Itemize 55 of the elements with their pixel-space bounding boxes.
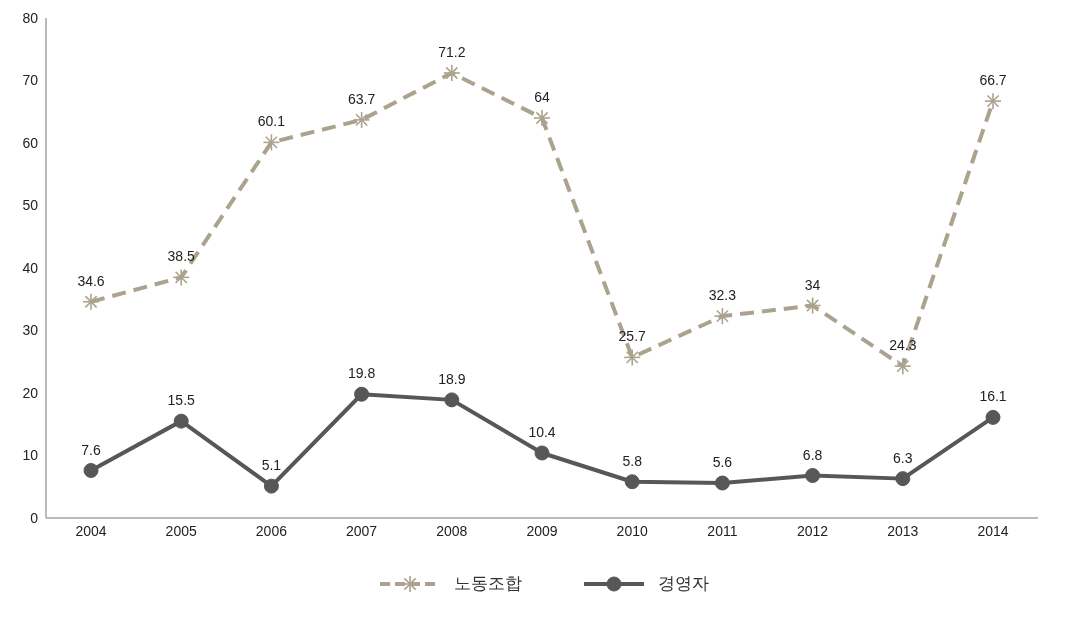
data-label: 5.8 (622, 452, 643, 469)
data-label: 63.7 (347, 90, 376, 107)
data-label: 16.1 (979, 388, 1007, 405)
data-label: 6.3 (893, 449, 913, 466)
x-tick-label: 2012 (797, 522, 829, 539)
y-tick-label: 50 (22, 197, 39, 214)
point (444, 392, 460, 408)
data-label: 66.7 (979, 72, 1007, 89)
point (534, 445, 550, 461)
data-label: 32.3 (708, 287, 737, 304)
y-tick-label: 30 (22, 322, 39, 339)
data-label: 6.8 (802, 446, 823, 463)
x-tick-label: 2007 (346, 522, 378, 539)
x-tick-label: 2006 (255, 522, 288, 539)
y-tick-label: 20 (22, 384, 39, 401)
point (985, 409, 1001, 425)
y-tick-label: 70 (22, 72, 39, 89)
y-tick-label: 60 (22, 134, 39, 151)
data-label: 25.7 (618, 328, 647, 345)
data-label: 64 (534, 89, 550, 105)
data-label: 34 (804, 276, 821, 293)
data-label: 71.2 (438, 44, 466, 60)
point (354, 386, 370, 402)
data-label: 7.6 (81, 441, 101, 458)
y-tick-label: 0 (30, 509, 39, 526)
data-label: 34.6 (77, 272, 105, 289)
x-tick-label: 2005 (165, 522, 197, 539)
point (714, 475, 730, 491)
x-tick-label: 2010 (616, 522, 648, 539)
x-tick-label: 2011 (707, 522, 738, 539)
x-tick-label: 2004 (75, 522, 107, 539)
x-tick-label: 2013 (887, 522, 919, 539)
y-tick-label: 80 (22, 9, 39, 26)
y-tick-label: 40 (22, 259, 39, 276)
point (263, 478, 279, 494)
legend-label: 노동조합 (453, 573, 522, 595)
point (895, 471, 911, 487)
point (805, 468, 821, 483)
x-tick-label: 2014 (977, 522, 1009, 539)
x-tick-label: 2009 (526, 522, 558, 539)
data-label: 5.1 (261, 457, 282, 474)
data-label: 38.5 (167, 248, 196, 265)
x-tick-label: 2008 (436, 522, 468, 539)
data-label: 19.8 (347, 365, 376, 382)
point (624, 474, 640, 490)
legend-label: 경영자 (657, 573, 709, 595)
y-tick-label: 10 (22, 447, 39, 464)
data-label: 5.6 (712, 454, 733, 470)
data-label: 10.4 (528, 424, 556, 440)
data-label: 60.1 (257, 113, 286, 130)
point (83, 463, 99, 478)
data-label: 15.5 (167, 392, 196, 409)
point (173, 413, 189, 429)
data-label: 24.3 (889, 337, 917, 354)
data-label: 18.9 (438, 370, 466, 387)
